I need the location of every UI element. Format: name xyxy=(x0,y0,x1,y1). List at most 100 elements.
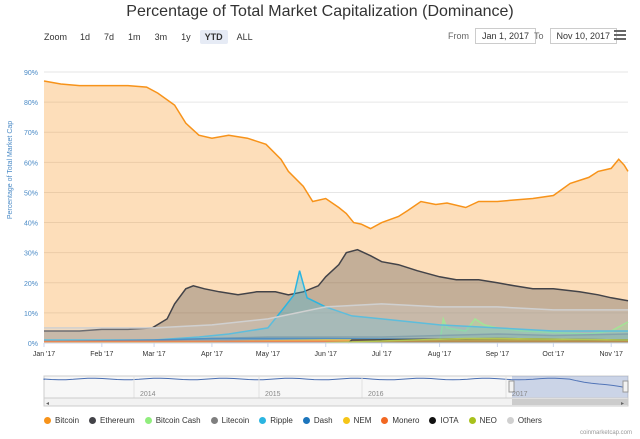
series-line-ethereum[interactable] xyxy=(44,248,629,332)
x-tick-label: Aug '17 xyxy=(428,351,452,358)
y-tick-label: 50% xyxy=(24,190,38,197)
to-label: To xyxy=(534,31,544,41)
navigator-year-label: 2017 xyxy=(512,391,528,398)
to-date-input[interactable]: Nov 10, 2017 xyxy=(549,28,618,44)
y-tick-label: 90% xyxy=(24,70,38,77)
navigator-year-label: 2016 xyxy=(368,391,384,398)
legend-label: Bitcoin xyxy=(55,416,80,425)
legend-item-dash[interactable]: Dash xyxy=(302,416,333,425)
legend-dot-icon xyxy=(468,417,476,424)
navigator-right-handle[interactable] xyxy=(622,380,629,393)
legend-item-iota[interactable]: IOTA xyxy=(429,416,459,425)
x-tick-label: Nov '17 xyxy=(599,351,623,358)
legend-item-neo[interactable]: NEO xyxy=(468,416,497,425)
zoom-1y-button[interactable]: 1y xyxy=(181,32,191,42)
scroll-right-arrow-icon[interactable]: ▸ xyxy=(621,401,624,407)
series-line-others[interactable] xyxy=(44,303,628,329)
y-axis-ticks: 0% 10% 20% 30% 40% 50% 60% 70% 80% 90% xyxy=(24,70,38,348)
series-area-others xyxy=(44,303,628,343)
chart-svg: 0% 10% 20% 30% 40% 50% 60% 70% 80% 90% Jan '17 Feb… xyxy=(7,70,629,407)
series-area-ripple xyxy=(44,270,628,343)
zoom-1m-button[interactable]: 1m xyxy=(128,32,141,42)
x-tick-label: Apr '17 xyxy=(201,351,223,358)
y-tick-label: 60% xyxy=(24,160,38,167)
legend-dot-icon xyxy=(144,417,152,424)
legend-dot-icon xyxy=(506,417,514,424)
legend-dot-icon xyxy=(342,417,350,424)
x-tick-label: May '17 xyxy=(256,351,280,358)
y-tick-label: 20% xyxy=(24,281,38,288)
legend-label: Ethereum xyxy=(100,416,135,425)
legend-item-monero[interactable]: Monero xyxy=(381,416,419,425)
legend-dot-icon xyxy=(44,417,51,424)
series-line-ripple[interactable] xyxy=(44,270,628,341)
y-tick-label: 40% xyxy=(24,221,38,228)
hamburger-menu-icon[interactable] xyxy=(614,30,626,40)
series-line-bitcoin[interactable] xyxy=(43,80,629,230)
series-area-bitcoin-cash xyxy=(439,318,628,343)
navigator-selection[interactable] xyxy=(512,376,628,398)
legend-item-nem[interactable]: NEM xyxy=(342,416,372,425)
series-line-neo[interactable] xyxy=(325,337,629,344)
scroll-left-arrow-icon[interactable]: ◂ xyxy=(46,401,49,407)
y-tick-label: 30% xyxy=(24,251,38,258)
legend: Bitcoin Ethereum Bitcoin Cash Litecoin Rippl… xyxy=(44,416,552,425)
range-to: To Nov 10, 2017 xyxy=(534,28,618,44)
x-tick-label: Sep '17 xyxy=(486,351,510,358)
legend-item-bitcoin[interactable]: Bitcoin xyxy=(44,416,79,425)
y-tick-label: 0% xyxy=(28,341,38,348)
legend-label: NEO xyxy=(479,416,497,425)
zoom-7d-button[interactable]: 7d xyxy=(104,32,115,42)
legend-dot-icon xyxy=(381,417,389,424)
x-tick-label: Oct '17 xyxy=(542,351,564,358)
series-areas xyxy=(43,80,629,344)
navigator[interactable]: 2014 2015 2016 2017 ◂ ▸ xyxy=(43,375,629,407)
x-tick-label: Jul '17 xyxy=(372,351,392,358)
legend-dot-icon xyxy=(89,417,97,424)
zoom-ytd-button[interactable]: YTD xyxy=(199,30,228,44)
series-area-ethereum xyxy=(44,249,628,343)
legend-dot-icon xyxy=(210,417,218,424)
zoom-controls: Zoom 1d 7d 1m 3m 1y YTD ALL xyxy=(44,30,262,44)
zoom-1d-button[interactable]: 1d xyxy=(80,32,91,42)
x-tick-label: Mar '17 xyxy=(143,351,166,358)
range-from: From Jan 1, 2017 xyxy=(448,28,537,44)
zoom-3m-button[interactable]: 3m xyxy=(154,32,168,42)
x-tick-label: Jun '17 xyxy=(315,351,337,358)
legend-dot-icon xyxy=(302,417,310,424)
y-axis-label: Percentage of Total Market Cap xyxy=(7,121,14,219)
series-line-bitcoin-cash[interactable] xyxy=(438,316,629,344)
navigator-scrollbar-thumb[interactable] xyxy=(512,399,628,405)
legend-label: Monero xyxy=(392,416,420,425)
legend-label: Others xyxy=(517,416,542,425)
legend-label: Ripple xyxy=(270,416,293,425)
legend-label: Litecoin xyxy=(221,416,250,425)
credit-text: coinmarketcap.com xyxy=(580,430,633,436)
navigator-left-handle[interactable] xyxy=(508,380,515,393)
legend-label: Bitcoin Cash xyxy=(155,416,201,425)
navigator-year-label: 2015 xyxy=(265,391,281,398)
chart-title: Percentage of Total Market Capitalizatio… xyxy=(126,3,514,20)
series-area-bitcoin xyxy=(44,81,628,343)
y-tick-label: 70% xyxy=(24,130,38,137)
navigator-series-line xyxy=(43,377,629,389)
legend-dot-icon xyxy=(259,417,267,424)
legend-item-litecoin[interactable]: Litecoin xyxy=(210,416,250,425)
legend-item-bitcoin-cash[interactable]: Bitcoin Cash xyxy=(144,416,201,425)
legend-label: IOTA xyxy=(440,416,459,425)
legend-item-ethereum[interactable]: Ethereum xyxy=(89,416,135,425)
zoom-label: Zoom xyxy=(44,32,68,42)
from-label: From xyxy=(448,31,469,41)
legend-label: NEM xyxy=(353,416,372,425)
legend-item-others[interactable]: Others xyxy=(506,416,542,425)
x-tick-label: Jan '17 xyxy=(33,351,55,358)
x-tick-label: Feb '17 xyxy=(90,351,113,358)
legend-dot-icon xyxy=(429,417,437,424)
x-axis-ticks: Jan '17 Feb '17 Mar '17 Apr '17 May '17 Jun '… xyxy=(33,342,628,358)
y-tick-label: 80% xyxy=(24,100,38,107)
zoom-all-button[interactable]: ALL xyxy=(236,32,253,42)
navigator-year-label: 2014 xyxy=(140,391,156,398)
from-date-input[interactable]: Jan 1, 2017 xyxy=(475,28,537,44)
y-tick-label: 10% xyxy=(24,311,38,318)
legend-item-ripple[interactable]: Ripple xyxy=(259,416,293,425)
